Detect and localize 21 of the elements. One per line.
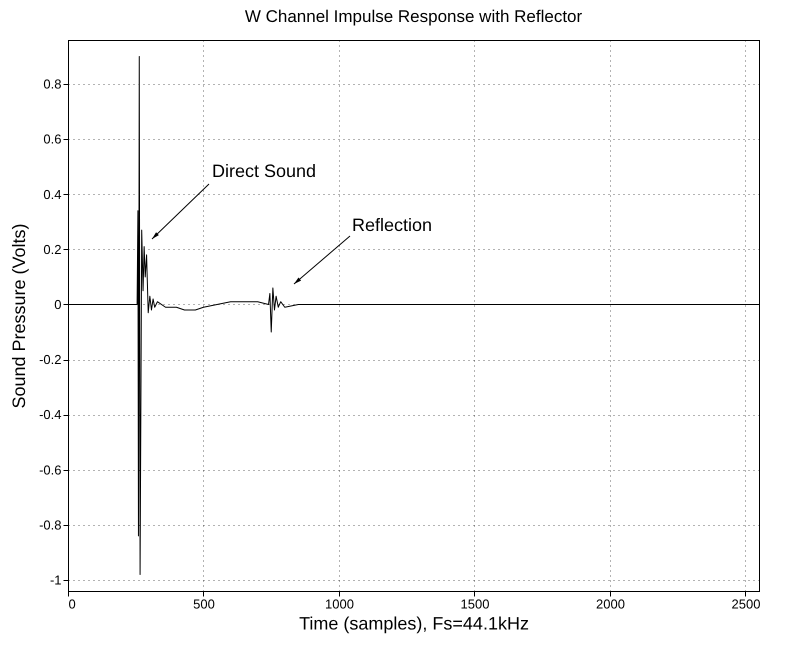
- x-tick-label: 1500: [460, 596, 490, 612]
- annotation: Reflection: [352, 215, 432, 235]
- y-tick-label: -0.2: [39, 352, 62, 368]
- x-tick-label: 2000: [596, 596, 625, 612]
- x-tick-label: 2500: [731, 596, 760, 612]
- x-axis-title: Time (samples), Fs=44.1kHz: [299, 614, 529, 634]
- y-tick-label: -0.8: [39, 517, 62, 532]
- x-tick-label: 500: [193, 596, 215, 612]
- y-tick-label: 0.4: [43, 186, 62, 202]
- y-tick-label: 0.8: [43, 76, 62, 92]
- x-tick-label: 0: [68, 596, 76, 612]
- x-tick-label: 1000: [325, 596, 354, 612]
- y-tick-label: -0.4: [39, 407, 62, 422]
- y-tick-label: 0.2: [43, 242, 62, 257]
- chart-title: W Channel Impulse Response with Reflector: [244, 7, 582, 26]
- annotation: Direct Sound: [212, 161, 316, 181]
- y-tick-label: -1: [50, 572, 62, 588]
- y-tick-label: 0.6: [43, 132, 62, 147]
- y-axis-title: Sound Pressure (Volts): [9, 223, 30, 409]
- y-tick-label: -0.6: [39, 462, 62, 478]
- y-tick-label: 0: [54, 296, 62, 312]
